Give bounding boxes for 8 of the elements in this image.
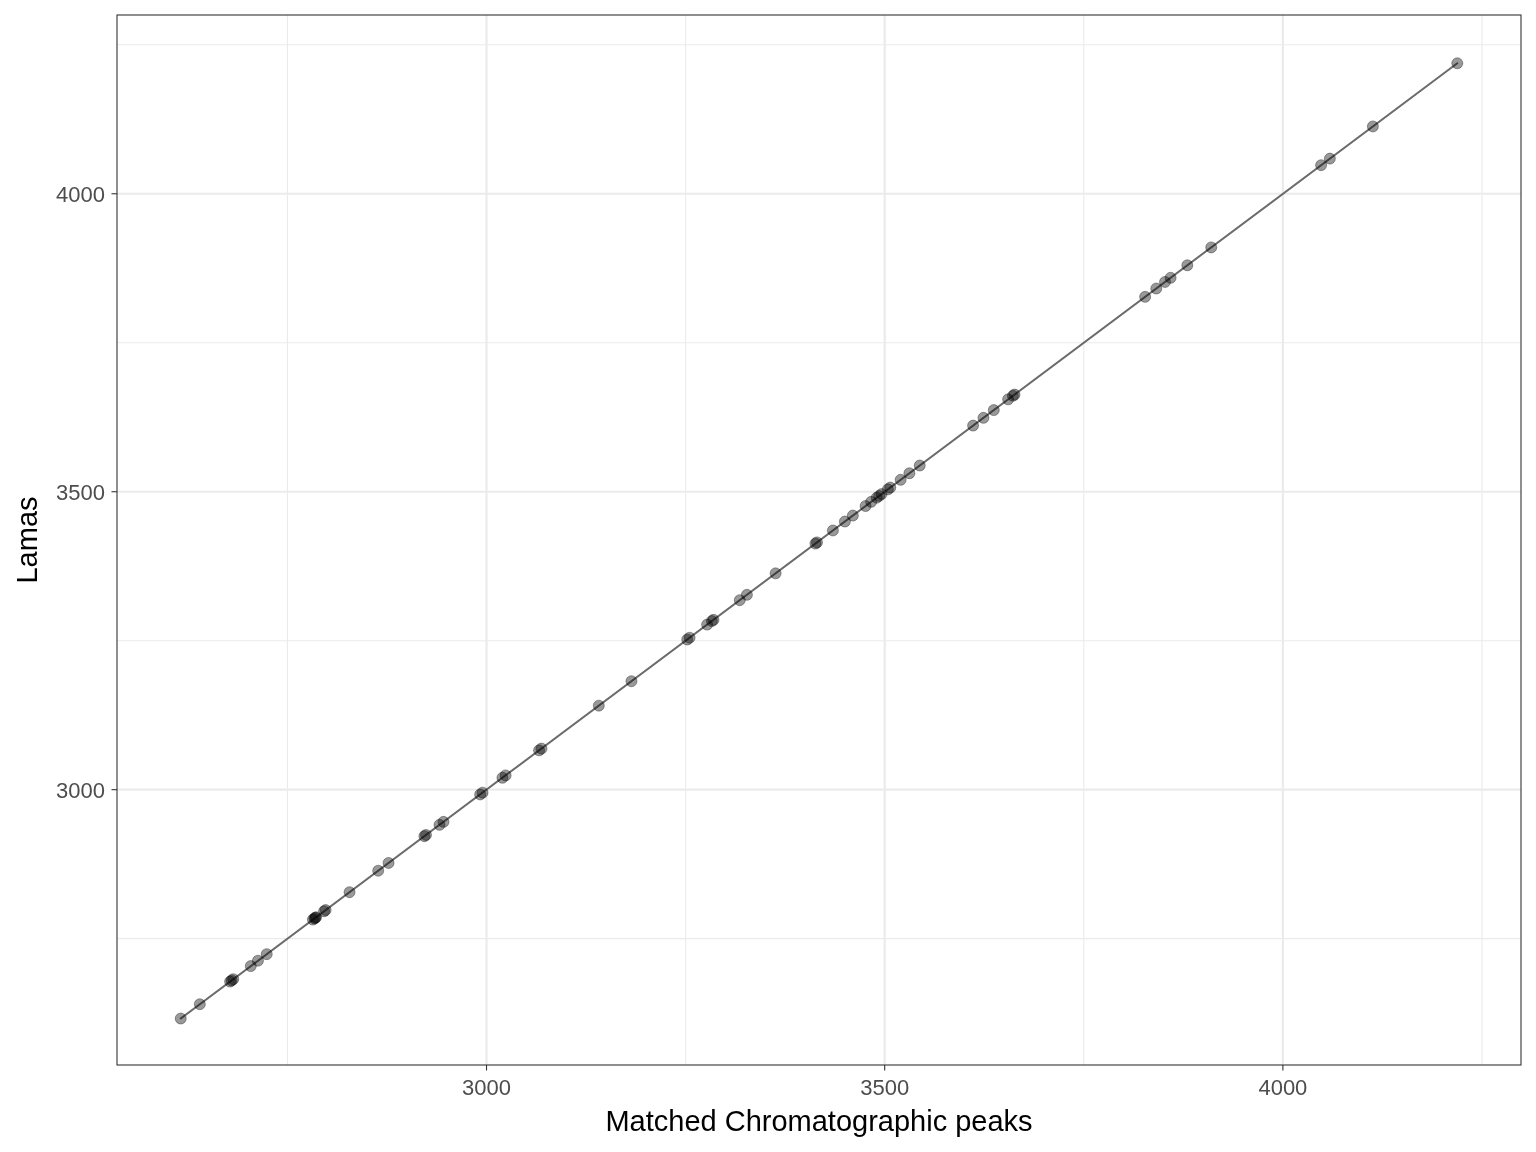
y-tick-label: 3000: [56, 777, 105, 803]
x-axis-title: Matched Chromatographic peaks: [605, 1105, 1033, 1137]
y-tick-label: 3500: [56, 479, 105, 505]
y-tick-label: 4000: [56, 181, 105, 207]
y-axis-title: Lamas: [11, 496, 43, 584]
x-tick-label: 4000: [1258, 1075, 1308, 1100]
x-tick-label: 3000: [462, 1075, 511, 1100]
x-tick-label: 3500: [860, 1075, 910, 1100]
